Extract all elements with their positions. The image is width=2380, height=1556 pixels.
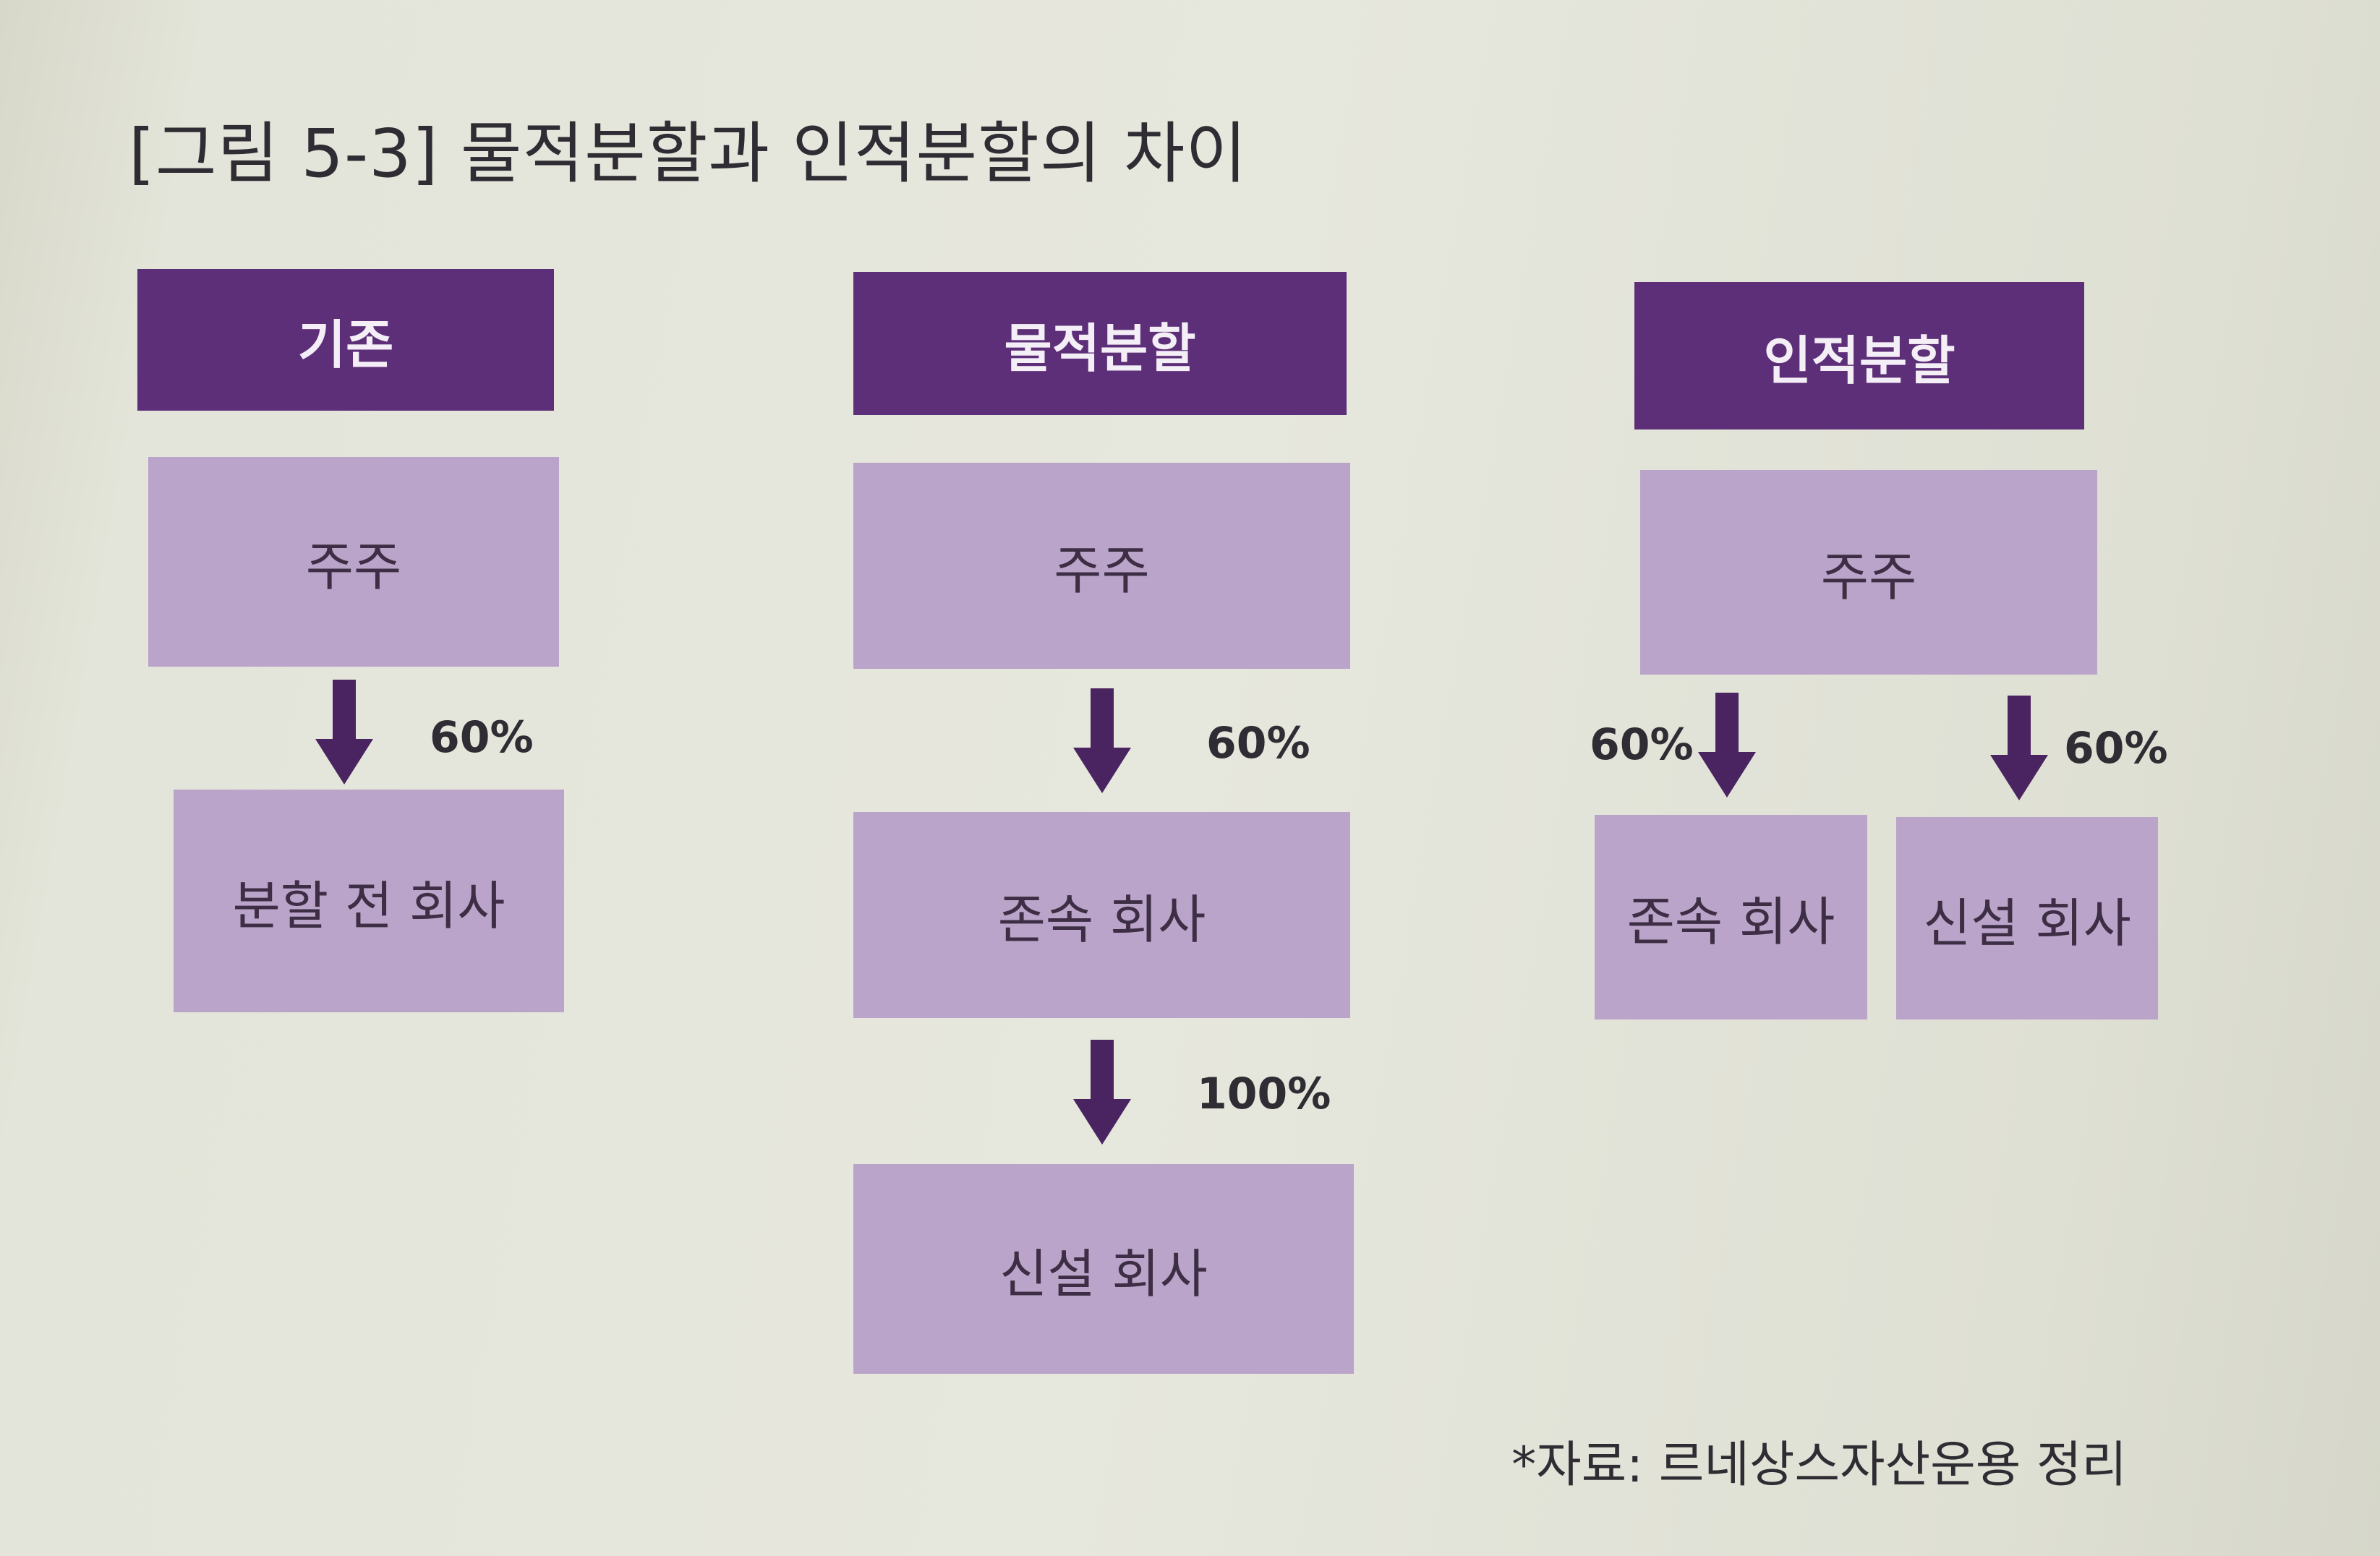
pct-physical-shareholder: 60% [1206, 718, 1310, 769]
node-physical-surviving: 존속 회사 [853, 812, 1350, 1018]
pct-personal-surviving: 60% [1590, 719, 1694, 770]
header-existing: 기존 [137, 269, 554, 411]
header-physical-split: 물적분할 [853, 272, 1347, 415]
node-physical-new: 신설 회사 [853, 1164, 1354, 1374]
pct-existing: 60% [430, 712, 534, 763]
node-personal-new: 신설 회사 [1896, 817, 2158, 1019]
arrow-down-icon [1698, 693, 1756, 798]
node-personal-shareholder: 주주 [1640, 470, 2097, 675]
arrow-down-icon [1073, 688, 1131, 793]
arrow-down-icon [1073, 1040, 1131, 1145]
pct-physical-surviving: 100% [1197, 1069, 1331, 1119]
figure-title: [그림 5-3] 물적분할과 인적분할의 차이 [129, 115, 1247, 192]
node-existing-shareholder: 주주 [148, 457, 559, 667]
source-note: *자료: 르네상스자산운용 정리 [1511, 1437, 2127, 1494]
node-existing-company: 분할 전 회사 [174, 790, 564, 1012]
pct-personal-new: 60% [2064, 723, 2168, 774]
header-personal-split: 인적분할 [1634, 282, 2084, 429]
node-personal-surviving: 존속 회사 [1595, 815, 1867, 1019]
arrow-down-icon [1990, 696, 2048, 800]
node-physical-shareholder: 주주 [853, 463, 1350, 669]
arrow-down-icon [315, 680, 373, 785]
